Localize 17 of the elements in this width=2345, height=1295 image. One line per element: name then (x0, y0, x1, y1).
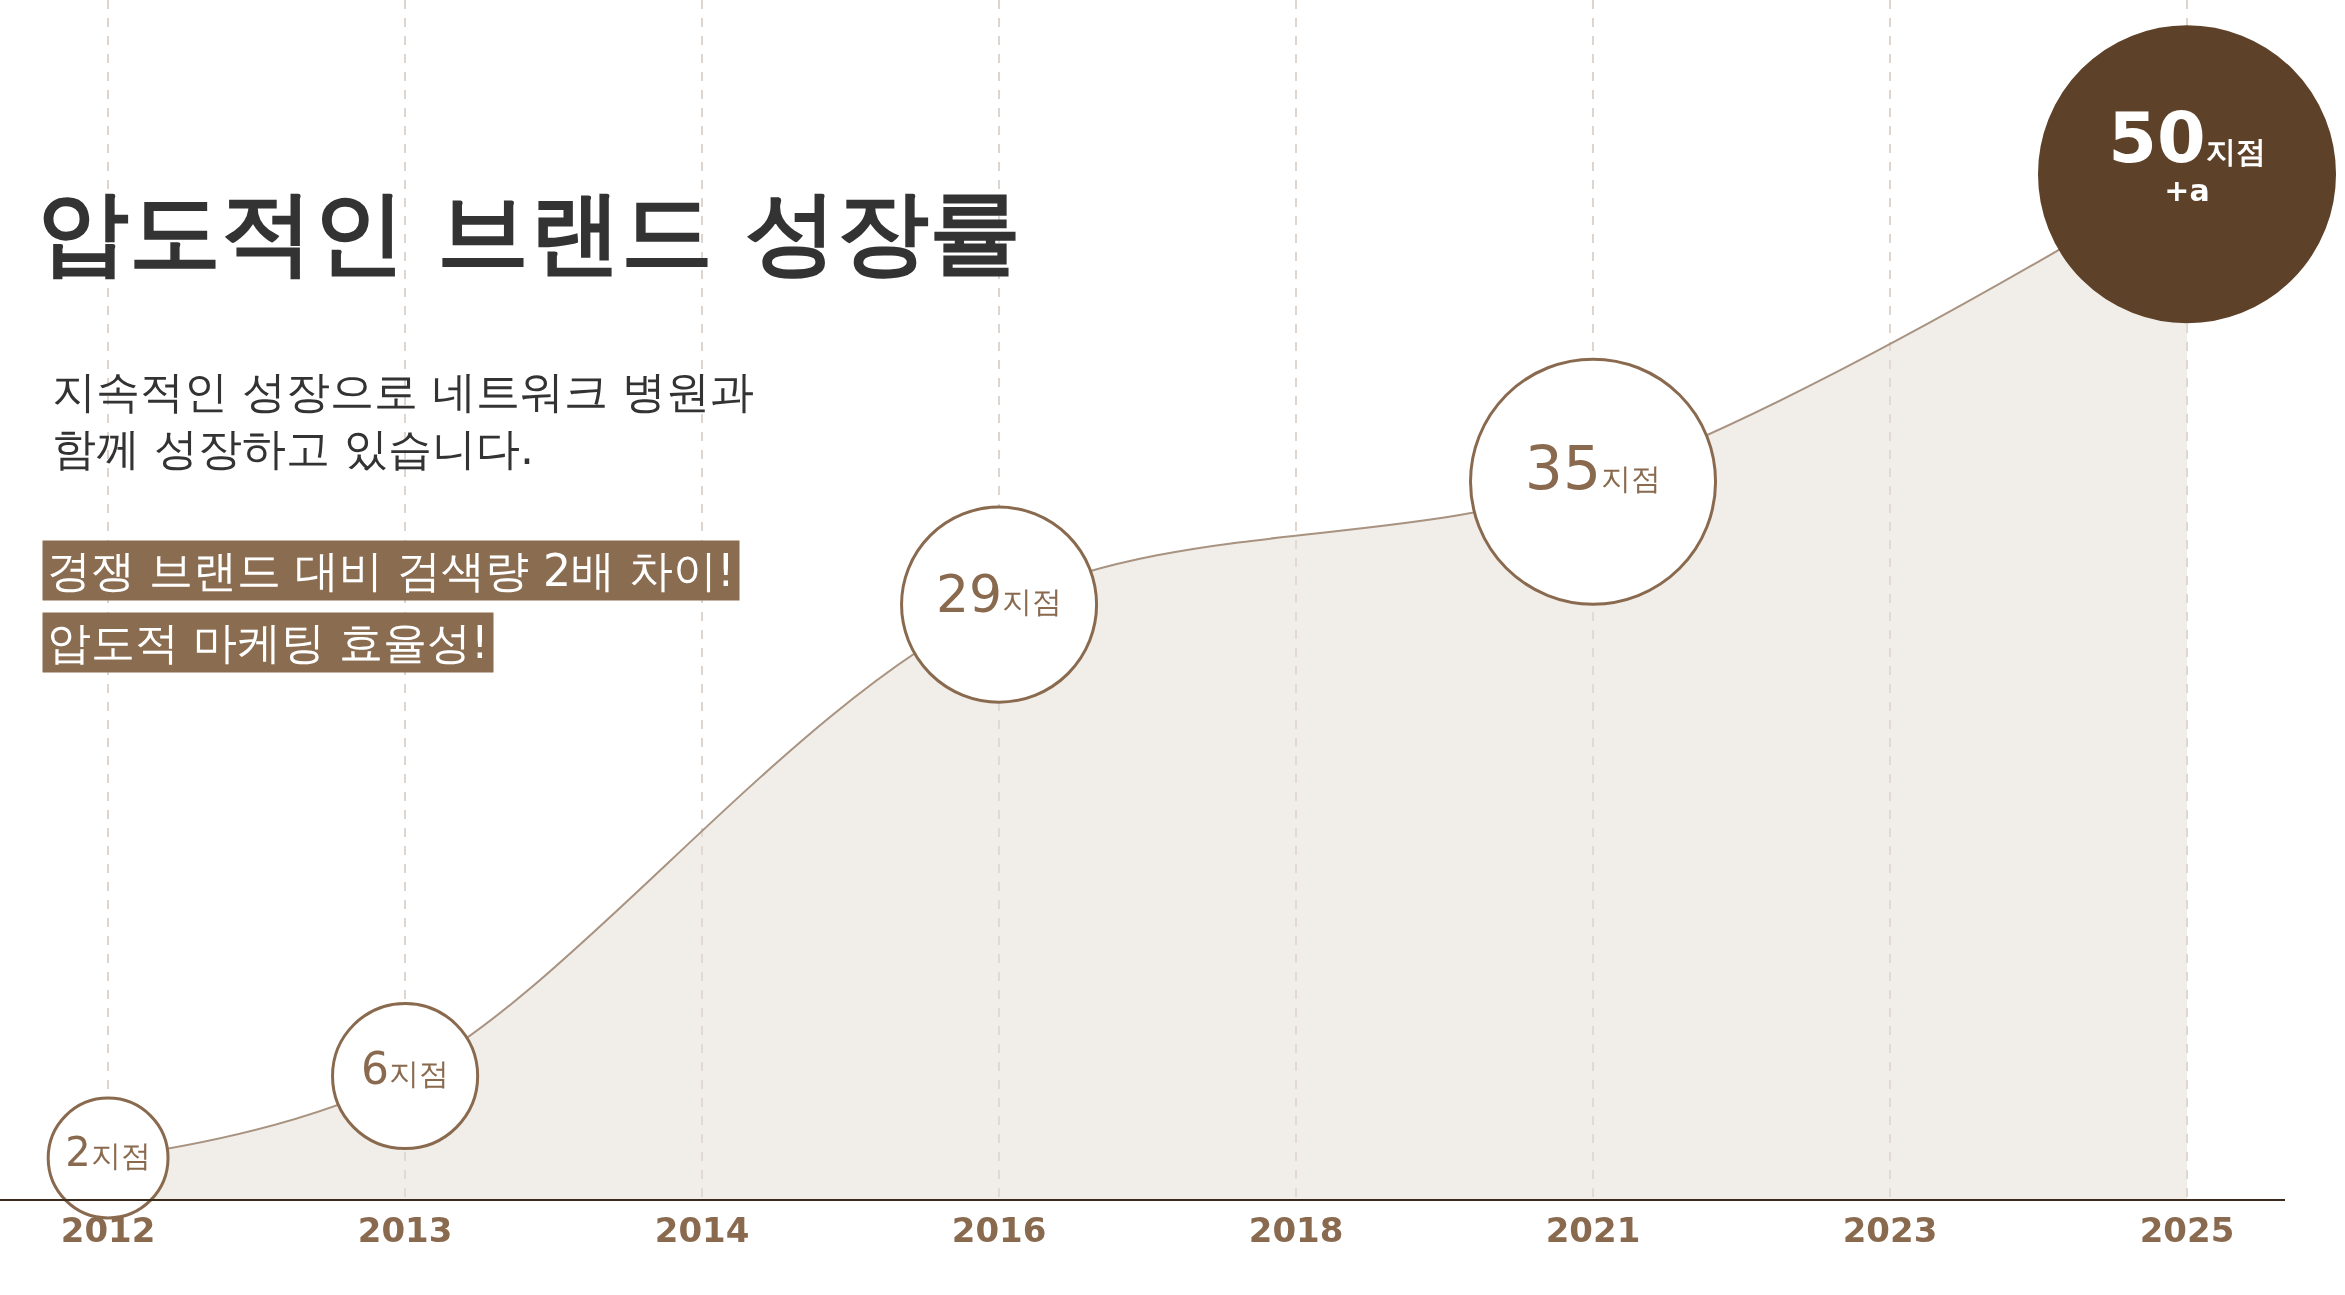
data-label: 6지점 (361, 1042, 450, 1094)
data-label: 50지점 +a (2108, 97, 2266, 209)
x-tick-label: 2018 (1248, 1209, 1344, 1250)
annotation: 경쟁 브랜드 대비 검색량 2배 차이! (47, 545, 735, 596)
data-label: 29지점 (935, 564, 1063, 625)
x-tick-label: 2013 (357, 1209, 453, 1250)
x-tick-label: 2014 (654, 1209, 750, 1250)
x-tick-label: 2021 (1545, 1209, 1641, 1250)
data-label: 35지점 (1524, 433, 1662, 504)
chart-title: 압도적인 브랜드 성장률 (37, 179, 1022, 286)
data-label: 2지점 (65, 1128, 151, 1175)
x-tick-label: 2016 (951, 1209, 1047, 1250)
x-tick-label: 2023 (1842, 1209, 1938, 1250)
text: 지속적인 성장으로 네트워크 병원과 함께 성장하고 있습니다. (52, 366, 754, 475)
annotation: 압도적 마케팅 효율성! (47, 617, 489, 668)
x-tick-label: 2012 (60, 1209, 156, 1250)
x-tick-label: 2025 (2139, 1209, 2235, 1250)
